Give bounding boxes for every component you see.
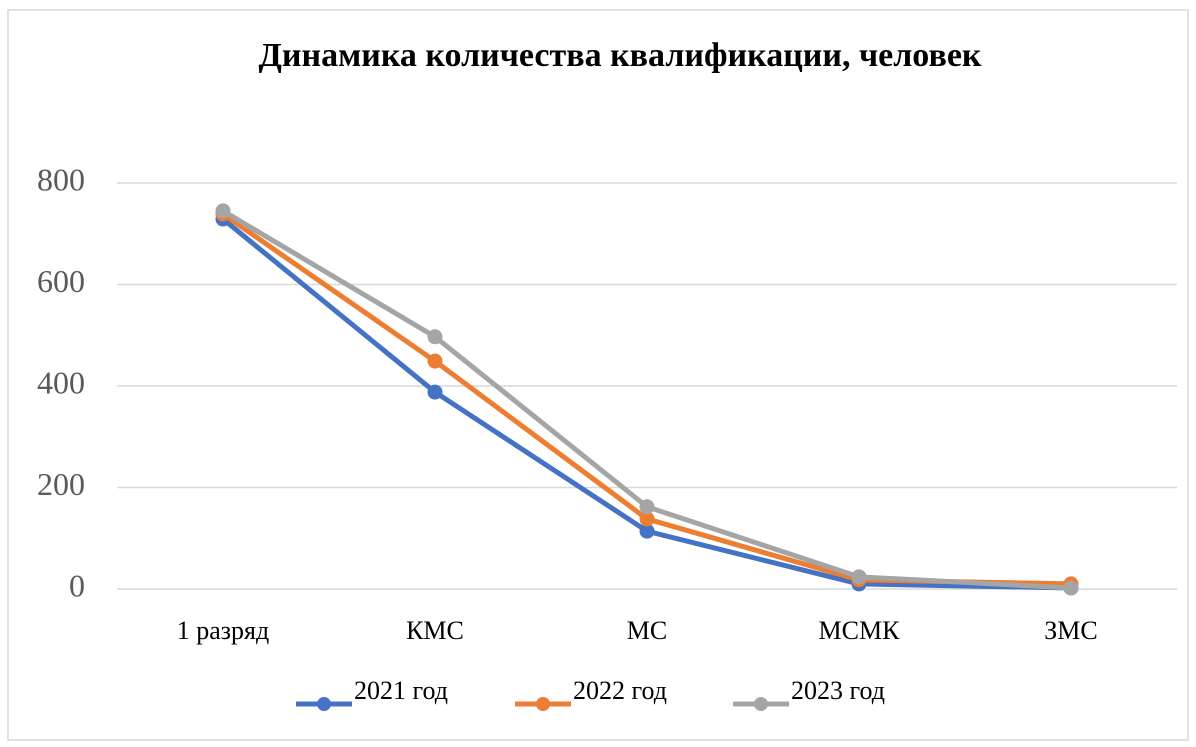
y-tick-label: 400 [37, 364, 85, 400]
point-marker [427, 353, 443, 369]
x-tick-label: 1 разряд [177, 616, 270, 645]
point-marker [1063, 580, 1079, 596]
x-tick-label: ЗМС [1044, 616, 1098, 645]
x-tick-label: КМС [406, 616, 464, 645]
point-marker [851, 569, 867, 585]
y-tick-label: 0 [69, 567, 85, 603]
point-marker [427, 384, 443, 400]
legend-label: 2021 год [354, 676, 448, 705]
legend-label: 2022 год [573, 676, 667, 705]
x-tick-label: МС [627, 616, 667, 645]
y-tick-label: 600 [37, 263, 85, 299]
point-marker [427, 329, 443, 345]
legend-marker [317, 697, 331, 711]
x-tick-label: МСМК [819, 616, 901, 645]
legend-marker [754, 697, 768, 711]
chart-border [7, 9, 1189, 741]
legend-label: 2023 год [791, 676, 885, 705]
point-marker [639, 499, 655, 515]
legend-marker [536, 697, 550, 711]
y-tick-label: 800 [37, 161, 85, 197]
chart-title: Динамика количества квалификации, челове… [259, 37, 982, 74]
y-tick-label: 200 [37, 466, 85, 502]
point-marker [215, 203, 231, 219]
